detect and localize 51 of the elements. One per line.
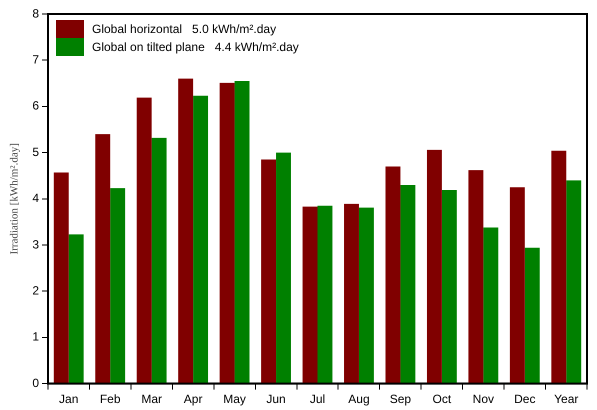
bar <box>261 160 276 384</box>
bar <box>385 166 400 384</box>
bar <box>110 188 126 384</box>
x-tick-label: Jul <box>310 392 326 406</box>
bar <box>426 150 442 384</box>
x-tick-label: Aug <box>348 392 370 406</box>
bar <box>276 152 291 384</box>
y-tick-label: 0 <box>32 376 40 390</box>
bar <box>442 190 457 384</box>
x-tick-label: Dec <box>514 392 536 406</box>
bar <box>358 208 374 384</box>
bar <box>220 82 235 384</box>
bar <box>344 204 359 384</box>
x-tick-label: Year <box>554 392 578 406</box>
y-tick-label: 2 <box>32 284 40 298</box>
y-tick-label: 4 <box>32 191 40 206</box>
y-tick-label: 7 <box>32 52 40 67</box>
y-tick-label: 1 <box>32 330 40 344</box>
legend-label: Global on tilted plane 4.4 kWh/m².day <box>92 40 299 54</box>
bar <box>152 138 167 384</box>
bar <box>483 227 498 384</box>
bar <box>193 96 208 384</box>
bar <box>468 170 484 384</box>
bar <box>54 172 69 384</box>
x-tick-label: Oct <box>432 392 452 406</box>
bar <box>400 184 416 384</box>
x-tick-label: Feb <box>100 392 121 406</box>
bar <box>178 78 194 384</box>
bar <box>68 234 84 384</box>
x-tick-label: Jan <box>59 392 78 406</box>
bar <box>234 80 250 384</box>
bar <box>302 206 318 384</box>
legend-label: Global horizontal 5.0 kWh/m².day <box>92 22 276 36</box>
bar <box>551 150 566 384</box>
y-tick-label: 8 <box>32 6 40 20</box>
bar <box>95 134 110 384</box>
x-tick-label: May <box>223 392 246 406</box>
y-tick-label: 5 <box>32 144 40 159</box>
x-tick-label: Apr <box>184 392 202 406</box>
x-tick-label: Nov <box>472 392 494 406</box>
x-tick-label: Jun <box>266 392 286 406</box>
bar <box>136 98 152 384</box>
y-tick-label: 3 <box>32 237 40 252</box>
bar <box>510 187 525 384</box>
bar <box>566 180 582 384</box>
bar <box>318 206 332 384</box>
x-tick-label: Sep <box>390 392 412 406</box>
y-axis-title: Irradiation [kWh/m².day] <box>8 143 20 255</box>
x-tick-label: Mar <box>141 392 162 406</box>
y-tick-label: 6 <box>32 98 40 113</box>
bar <box>524 248 540 384</box>
